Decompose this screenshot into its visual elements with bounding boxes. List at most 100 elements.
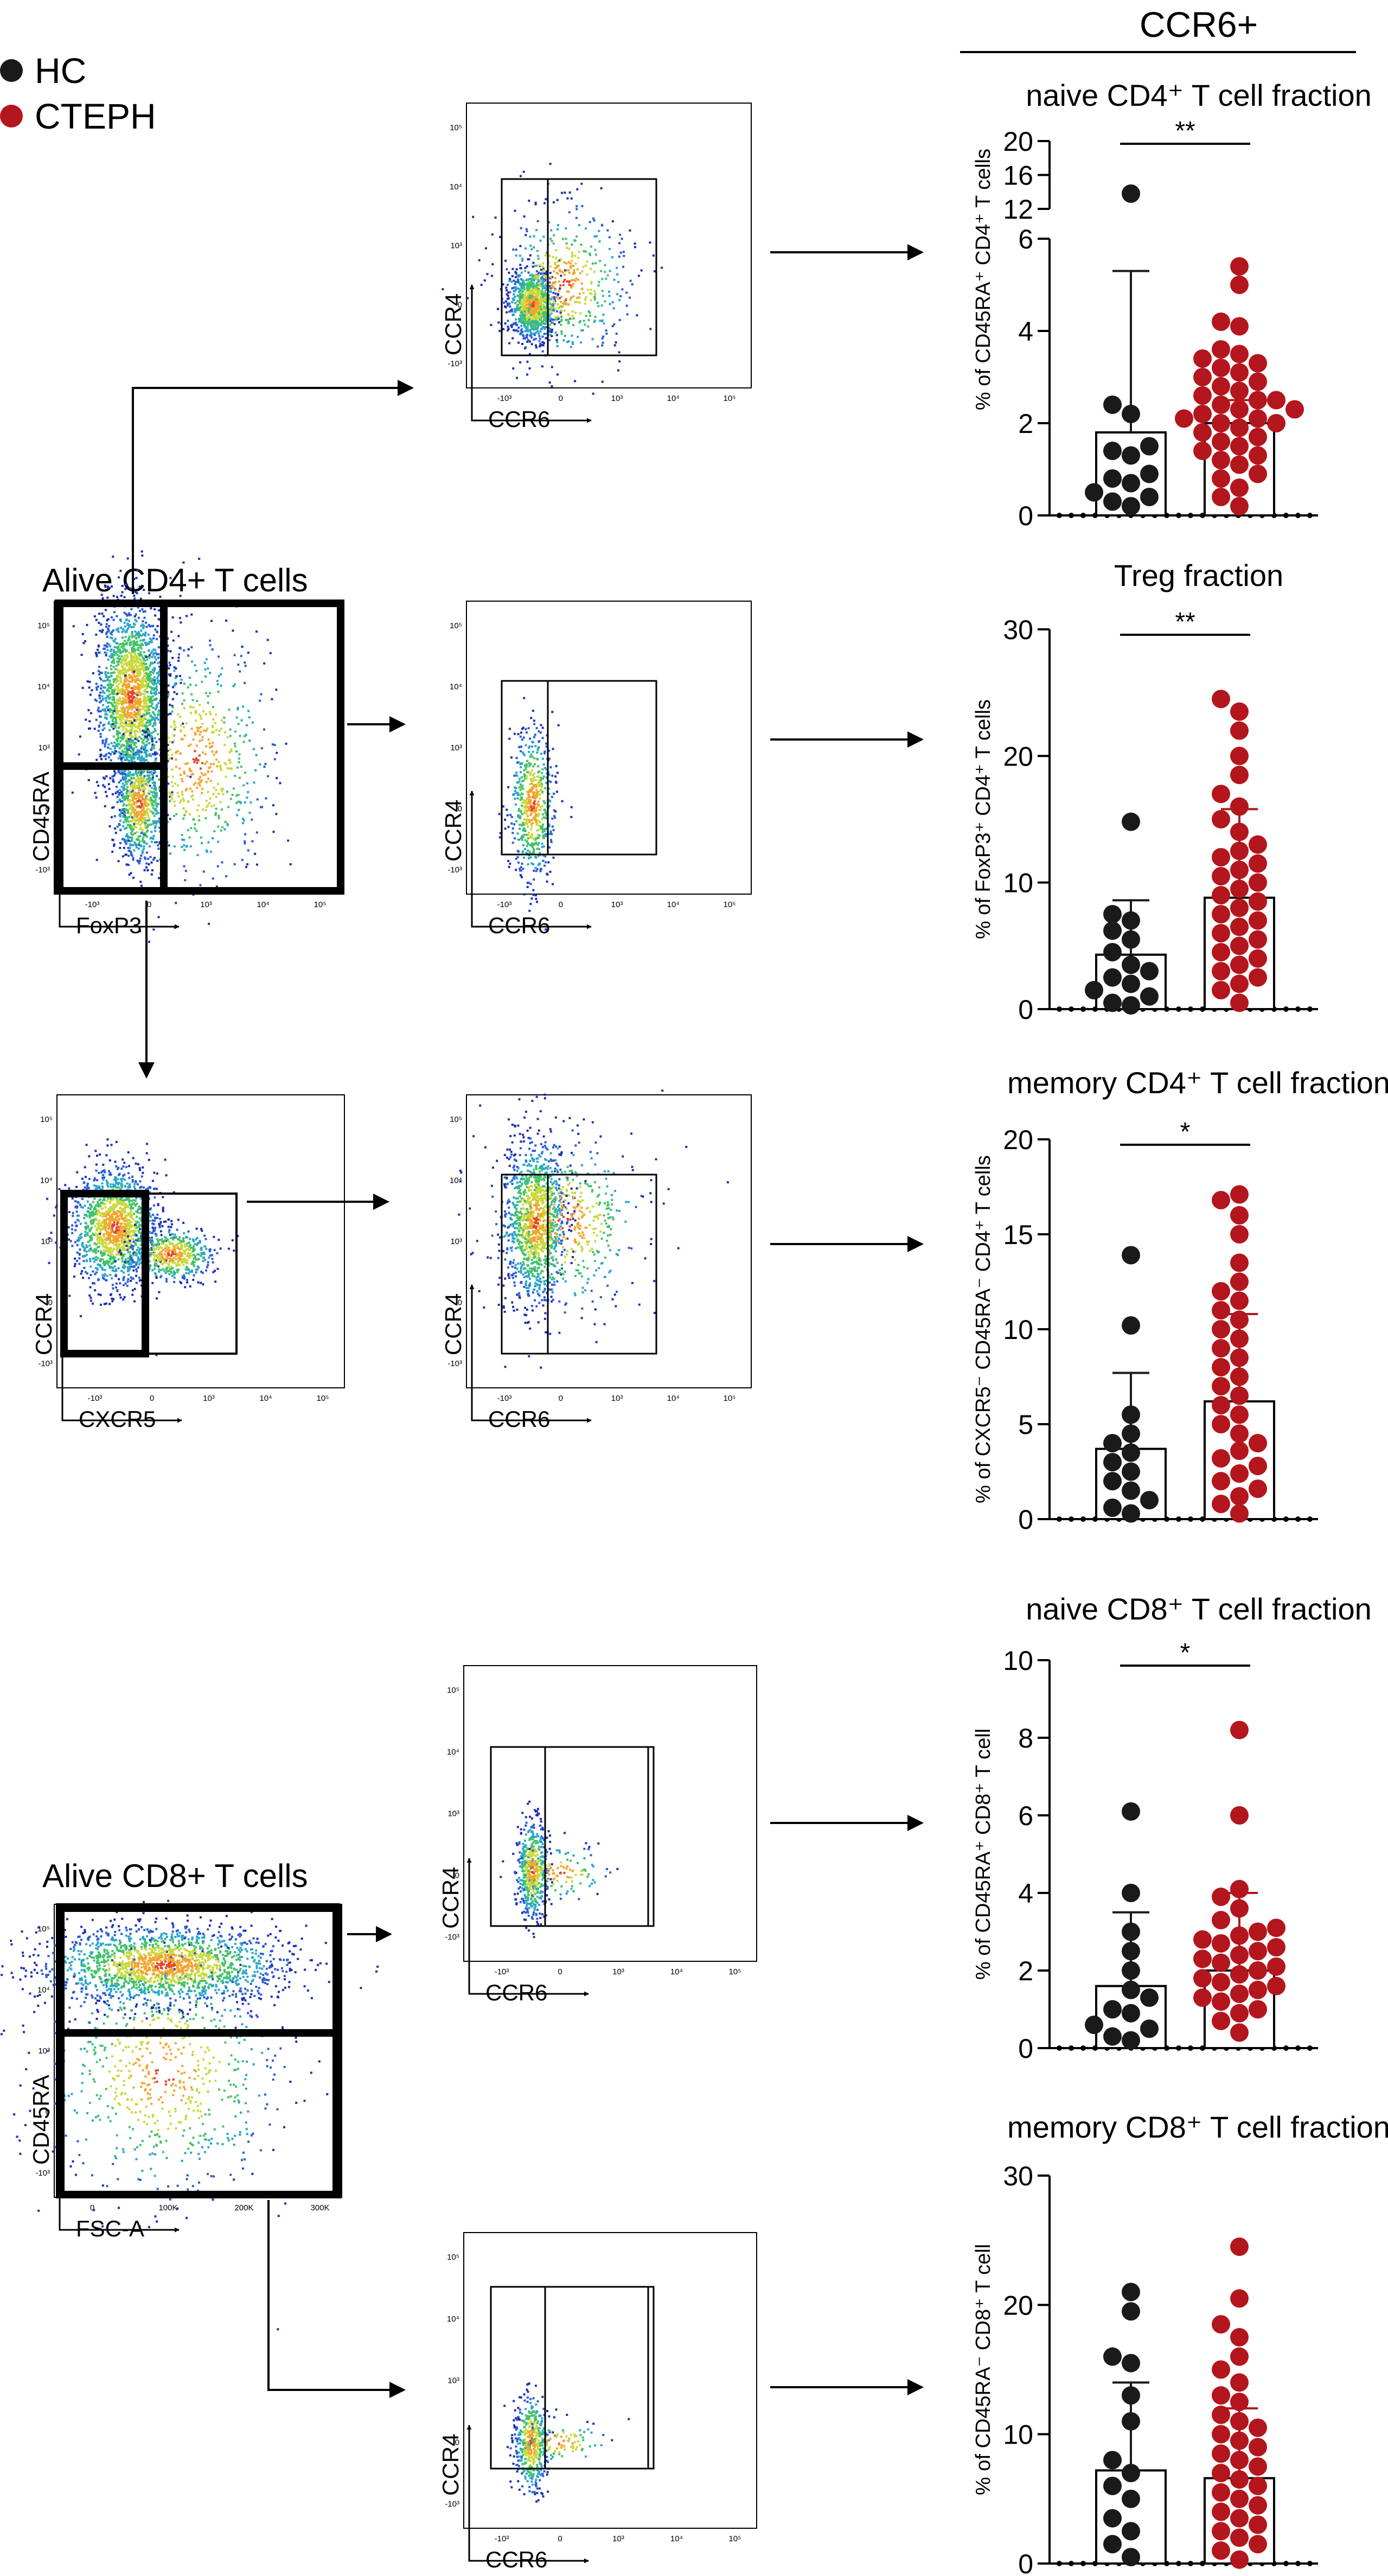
y-tick-label: 10³ [450,743,462,753]
cell-event [263,728,265,731]
cell-event [518,301,521,303]
cell-event [536,785,539,787]
cell-event [139,758,142,761]
cell-event [129,755,132,757]
cell-event [141,804,144,807]
cell-event [506,268,508,271]
cell-event [141,734,144,736]
cell-event [114,827,117,830]
cell-event [112,651,115,654]
cell-event [541,270,544,273]
cell-event [557,272,559,275]
cell-event [149,845,151,848]
cell-event [123,798,125,801]
cell-event [107,743,110,746]
cell-event [236,766,239,769]
cell-event [148,732,151,735]
cell-event [585,227,587,230]
cell-event [125,745,128,748]
cell-event [150,790,153,793]
cell-event [535,813,538,815]
cell-event [525,346,527,349]
cell-event [184,789,187,792]
cell-event [574,279,577,282]
cell-event [569,317,572,320]
cell-event [494,216,497,219]
cell-event [535,310,538,313]
cell-event [593,298,596,301]
cell-event [533,800,536,803]
cell-event [542,267,545,270]
cell-event [138,820,140,823]
cell-event [125,755,127,757]
cell-event [180,681,182,684]
cell-event [538,275,540,277]
cell-event [155,687,157,690]
cell-event [133,711,136,713]
cell-event [168,673,170,676]
cell-event [130,872,132,875]
cell-event [158,877,160,879]
cell-event [144,783,147,786]
cell-event [525,304,528,307]
cell-event [88,720,91,723]
cell-event [497,321,500,324]
cell-event [143,792,145,794]
cell-event [533,816,535,819]
cell-event [116,712,118,715]
cell-event [531,318,534,321]
cell-event [136,691,139,693]
cell-event [197,778,200,781]
cell-event [506,293,508,296]
cell-event [107,618,110,621]
cell-event [139,881,142,883]
cell-event [151,681,153,684]
cell-event [213,754,215,756]
cell-event [122,733,125,736]
cell-event [523,754,526,756]
cell-event [140,780,143,782]
cell-event [593,290,596,292]
cell-event [101,613,104,615]
flow-plots: -10³ 0 10³ 10⁴ 10⁵10⁵10⁴10³0-10³CCR6CCR4-10³… [1,103,757,2572]
cell-event [105,645,108,647]
cell-event [287,839,290,842]
cell-event [155,683,157,685]
cell-event [151,869,153,872]
cell-event [540,308,542,310]
cell-event [158,709,161,712]
cell-event [521,785,524,787]
cell-event [103,615,105,617]
cell-event [626,313,629,316]
cell-event [215,713,218,716]
cell-event [515,791,518,794]
cell-event [125,843,127,845]
cell-event [570,197,573,200]
cell-event [97,706,100,709]
cell-event [187,686,189,688]
cell-event [99,629,101,632]
cell-event [171,754,174,756]
cell-event [129,701,131,704]
cell-event [115,628,118,631]
cell-event [219,801,222,804]
cell-event [126,622,129,625]
cell-event [204,817,207,820]
cell-event [577,257,580,259]
cell-event [139,672,142,675]
cell-event [115,703,118,706]
cell-event [121,800,124,802]
cell-event [197,782,200,785]
cell-event [142,620,144,623]
cell-event [101,597,104,600]
cell-event [170,630,173,633]
cell-event [561,800,564,802]
cell-event [151,737,153,740]
cell-event [508,342,511,345]
cell-event [157,733,159,736]
cell-event [135,729,137,732]
cell-event [201,762,204,764]
cell-event [167,649,169,652]
cell-event [540,788,542,791]
cell-event [514,271,517,273]
